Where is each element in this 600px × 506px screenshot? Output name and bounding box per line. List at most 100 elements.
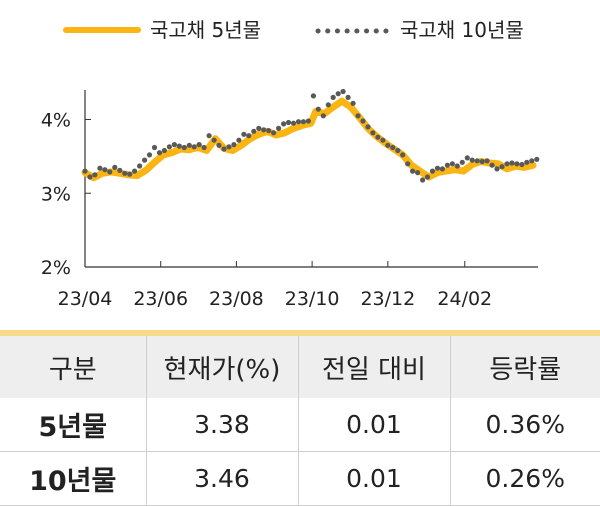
series-point-10y — [256, 125, 262, 131]
series-point-10y — [509, 160, 515, 166]
series-point-10y — [429, 168, 436, 174]
series-point-10y — [266, 128, 272, 134]
series-point-10y — [315, 106, 321, 112]
row-label-10y: 10년물 — [29, 466, 117, 497]
series-point-10y — [320, 113, 326, 119]
series-point-10y — [300, 119, 306, 125]
series-point-10y — [350, 100, 356, 106]
y-tick-label: 3% — [41, 183, 71, 205]
series-point-10y — [276, 125, 282, 131]
series-point-10y — [211, 137, 217, 143]
series-point-10y — [246, 133, 252, 139]
row-label-5y: 5년물 — [38, 412, 107, 443]
series-point-10y — [191, 144, 197, 150]
series-point-10y — [385, 142, 391, 148]
series-point-10y — [137, 163, 143, 169]
series-point-10y — [156, 150, 163, 156]
series-point-10y — [434, 165, 441, 171]
series-point-10y — [122, 170, 128, 176]
table-row: 5년물 3.38 0.01 0.36% — [0, 398, 600, 452]
series-point-10y — [519, 161, 525, 168]
series-point-10y — [484, 158, 490, 164]
series-point-10y — [281, 121, 287, 127]
bond-yield-chart: 국고채 5년물 국고채 10년물 2% 3% 4% 23/04 23/06 23/08 23… — [41, 18, 540, 310]
y-tick-label: 2% — [41, 257, 71, 279]
series-point-10y — [355, 113, 361, 119]
series-point-10y — [127, 171, 133, 177]
series-point-10y — [310, 93, 316, 99]
series-point-10y — [345, 94, 351, 100]
series-point-10y — [504, 161, 510, 167]
cell-change-5y: 0.01 — [297, 398, 450, 452]
series-point-10y — [534, 156, 540, 162]
series-point-10y — [196, 142, 202, 148]
chart-axes: 2% 3% 4% 23/04 23/06 23/08 23/10 23/12 24/02 — [41, 90, 538, 310]
cell-current-10y: 3.46 — [145, 451, 298, 506]
y-tick-label: 4% — [41, 110, 71, 132]
x-tick-label: 23/12 — [360, 288, 415, 310]
series-point-10y — [459, 159, 465, 165]
series-point-10y — [529, 158, 535, 164]
series-point-10y — [241, 131, 247, 137]
series-point-10y — [390, 144, 396, 151]
series-point-10y — [325, 102, 331, 108]
series-point-10y — [236, 137, 242, 143]
section-divider — [0, 330, 600, 336]
header-rate: 등락률 — [449, 336, 600, 398]
series-point-10y — [142, 157, 148, 163]
series-point-10y — [87, 174, 93, 180]
series-point-10y — [444, 162, 450, 168]
cell-rate-5y: 0.36% — [449, 398, 600, 452]
series-point-10y — [97, 165, 103, 171]
series-point-10y — [499, 164, 505, 170]
series-point-10y — [226, 144, 232, 150]
series-point-10y — [146, 152, 153, 158]
cell-rate-10y: 0.26% — [449, 451, 600, 506]
series-point-10y — [201, 144, 207, 151]
series-point-10y — [410, 168, 416, 174]
series-point-10y — [206, 133, 212, 139]
series-point-10y — [171, 142, 177, 148]
series-point-10y — [92, 172, 98, 178]
series-point-10y — [166, 144, 172, 150]
series-point-10y — [494, 166, 500, 172]
cell-current-5y: 3.38 — [145, 398, 298, 452]
series-point-10y — [405, 161, 411, 167]
chart-series — [81, 88, 540, 183]
series-point-10y — [439, 166, 445, 172]
series-point-10y — [489, 162, 495, 168]
series-point-10y — [524, 159, 530, 165]
series-point-10y — [424, 174, 431, 180]
series-point-10y — [395, 147, 401, 154]
x-tick-label: 24/02 — [437, 288, 492, 310]
series-point-10y — [132, 168, 138, 174]
x-tick-label: 23/04 — [58, 288, 113, 310]
series-point-10y — [251, 128, 257, 134]
series-point-10y — [271, 130, 277, 136]
series-point-10y — [107, 169, 113, 175]
series-point-10y — [469, 157, 475, 163]
series-point-10y — [365, 124, 371, 130]
table-header-row: 구분 현재가(%) 전일 대비 등락률 — [0, 336, 600, 398]
series-point-10y — [221, 146, 227, 152]
yield-summary-table: 구분 현재가(%) 전일 대비 등락률 5년물 3.38 0.01 0.36% … — [0, 336, 600, 506]
legend-label-5y: 국고채 5년물 — [150, 18, 261, 42]
series-point-10y — [449, 161, 455, 167]
x-tick-label: 23/08 — [209, 288, 264, 310]
series-point-10y — [117, 167, 123, 173]
header-current-price: 현재가(%) — [145, 336, 298, 398]
series-point-10y — [375, 134, 381, 140]
series-point-10y — [151, 144, 158, 151]
series-point-10y — [295, 119, 302, 125]
series-point-10y — [360, 118, 366, 124]
series-point-10y — [464, 155, 470, 161]
series-point-10y — [420, 177, 426, 183]
series-point-10y — [474, 158, 480, 164]
series-point-10y — [161, 147, 167, 154]
series-point-10y — [186, 142, 192, 148]
series-point-10y — [102, 167, 108, 173]
series-point-10y — [181, 144, 187, 151]
series-line-5y — [81, 97, 537, 182]
chart-legend: 국고채 5년물 국고채 10년물 — [63, 18, 524, 42]
series-point-10y — [330, 94, 336, 100]
